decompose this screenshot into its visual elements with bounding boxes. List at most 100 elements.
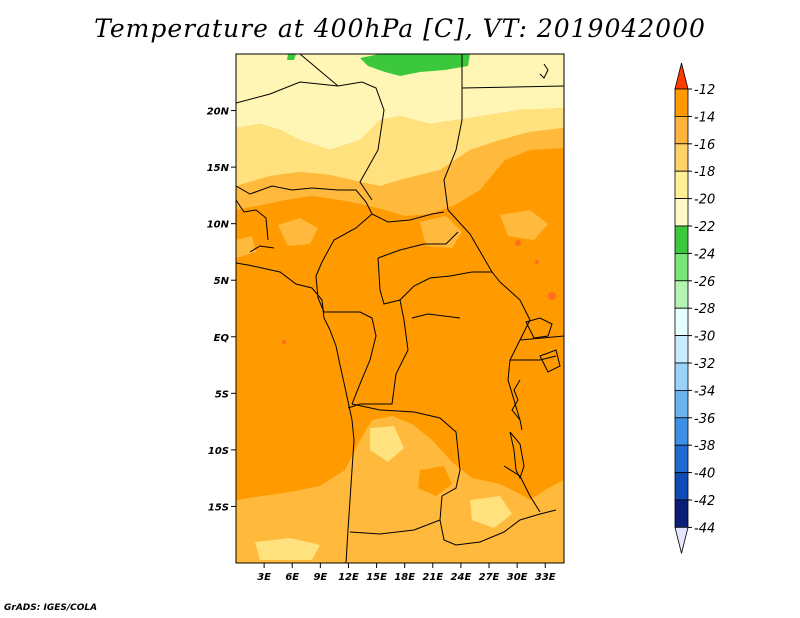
border-10 [324, 311, 377, 405]
colorbar-swatch [674, 499, 689, 528]
colorbar: -12 -14 -16 -18 -20 -22 -24 -26 -28 -30 -32 -34 -36 -… [674, 62, 715, 554]
field-medium-south [236, 416, 564, 563]
colorbar-swatch [674, 472, 689, 501]
colorbar-top-arrow [674, 62, 689, 90]
lon-tick-label: 33E [535, 572, 556, 583]
lat-tick-label: EQ [214, 333, 230, 344]
field-hot-4 [535, 260, 539, 264]
border-16 [439, 495, 557, 546]
colorbar-label: -38 [694, 439, 715, 454]
field-hot-2 [548, 292, 556, 300]
border-6 [371, 211, 445, 223]
coastline-west [236, 262, 355, 563]
river-1 [411, 313, 461, 319]
colorbar-swatch [674, 280, 689, 309]
border-19 [236, 199, 269, 241]
colorbar-swatch [674, 444, 689, 474]
colorbar-swatch [674, 225, 689, 254]
colorbar-label: -26 [694, 275, 715, 290]
lat-tick-label: 15S [208, 502, 229, 513]
colorbar-swatch [674, 417, 689, 446]
border-7 [315, 213, 373, 313]
colorbar-label: -30 [694, 330, 715, 345]
colorbar-swatch [674, 170, 689, 199]
field-medium-patch-3 [500, 210, 548, 240]
lat-tick-label: 10N [207, 220, 230, 231]
field-light-north [236, 108, 564, 186]
colorbar-swatch [674, 335, 689, 364]
colorbar-label: -34 [694, 384, 715, 399]
field-dominant-island-1 [418, 466, 452, 496]
field-light-south-1 [255, 538, 320, 560]
border-15 [351, 403, 461, 497]
border-9 [377, 231, 459, 259]
border-12 [499, 281, 531, 421]
border-4 [461, 85, 564, 89]
border-13 [519, 335, 564, 341]
colorbar-swatch [674, 252, 689, 282]
lon-tick-label: 30E [507, 572, 528, 583]
lon-tick-label: 18E [394, 572, 415, 583]
lon-tick-label: 9E [313, 572, 327, 583]
colorbar-label: -36 [694, 412, 715, 427]
colorbar-label: -20 [694, 193, 715, 208]
colorbar-label: -22 [694, 220, 715, 235]
field-hot-1 [515, 240, 521, 246]
border-3 [443, 54, 501, 283]
field-pale-north [236, 54, 564, 150]
colorbar-swatch [674, 88, 689, 117]
lake-3 [539, 349, 561, 373]
field-medium-patch-1 [278, 218, 318, 246]
lon-tick-label: 24E [451, 572, 472, 583]
border-18 [503, 465, 541, 513]
lon-tick-label: 3E [257, 572, 271, 583]
lat-tick-label: 20N [207, 107, 230, 118]
border-11 [347, 299, 409, 409]
border-8 [377, 257, 492, 305]
lat-tick-label: 5S [215, 389, 229, 400]
borders [236, 54, 564, 563]
colorbar-swatch [674, 198, 689, 227]
footer-credit: GrADS: IGES/COLA [4, 603, 98, 613]
longitude-axis: 3E 6E 9E 12E 15E 18E 21E 24E 27E 30E 33E [257, 563, 556, 583]
lake-2 [525, 317, 553, 339]
river-2 [539, 63, 549, 79]
border-17 [349, 519, 441, 535]
lat-tick-label: 5N [214, 276, 230, 287]
lon-tick-label: 12E [338, 572, 359, 583]
colorbar-label: -24 [694, 247, 715, 262]
lat-tick-label: 15N [207, 163, 230, 174]
border-20 [249, 245, 275, 253]
colorbar-label: -12 [694, 83, 715, 98]
colorbar-label: -16 [694, 138, 715, 153]
colorbar-bottom-arrow [674, 527, 689, 554]
colorbar-swatch [674, 362, 689, 391]
lon-tick-label: 21E [422, 572, 443, 583]
map-frame [235, 53, 565, 564]
coast-ripple [511, 379, 523, 431]
colorbar-label: -42 [694, 494, 715, 509]
border-1 [299, 54, 385, 201]
field-light-south-2 [370, 426, 404, 462]
field-light-south-3 [470, 496, 512, 528]
field-medium-north [236, 128, 564, 216]
latitude-axis: 20N 15N 10N 5N EQ 5S 10S 15S [207, 107, 236, 513]
field-hot-3 [282, 340, 286, 344]
field-green [360, 54, 470, 76]
lon-tick-label: 6E [285, 572, 299, 583]
colorbar-label: -32 [694, 357, 715, 372]
temperature-field [236, 54, 564, 563]
border-2 [236, 81, 339, 104]
colorbar-swatch [674, 389, 689, 419]
colorbar-label: -44 [694, 521, 715, 536]
field-medium-patch-2 [420, 216, 462, 248]
field-medium-patch-4 [236, 236, 256, 258]
chart-title: Temperature at 400hPa [C], VT: 201904200… [94, 14, 706, 43]
colorbar-label: -18 [694, 165, 715, 180]
colorbar-swatch [674, 143, 689, 172]
colorbar-label: -14 [694, 110, 715, 125]
field-green-small [287, 54, 296, 60]
colorbar-swatch [674, 116, 689, 145]
lon-tick-label: 27E [479, 572, 500, 583]
